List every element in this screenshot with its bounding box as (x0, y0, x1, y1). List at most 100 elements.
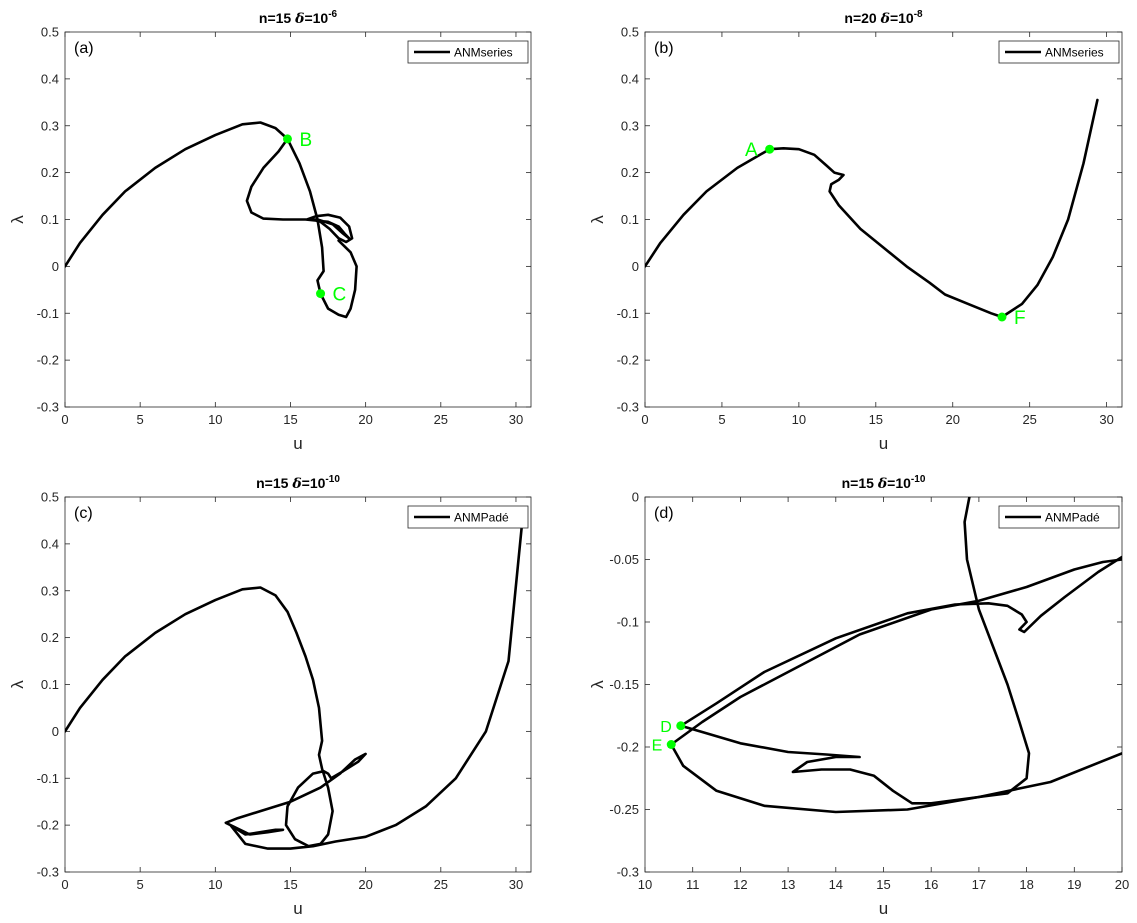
x-axis-label: u (879, 899, 888, 918)
y-tick-label: -0.2 (617, 353, 639, 368)
y-tick-label: -0.2 (37, 353, 59, 368)
x-tick-label: 10 (792, 412, 806, 427)
title-delta-exponent: -8 (914, 9, 923, 20)
x-axis-label: u (293, 899, 302, 918)
y-tick-label: 0.2 (621, 165, 639, 180)
x-tick-label: 0 (61, 877, 68, 892)
chart-title: n=20 δ=10-8 (844, 9, 923, 27)
y-tick-label: 0.5 (41, 490, 59, 505)
x-tick-label: 5 (137, 412, 144, 427)
x-tick-label: 15 (869, 412, 883, 427)
point-marker-f (997, 312, 1007, 322)
title-delta-symbol: δ (880, 11, 890, 27)
point-marker-b (282, 134, 292, 144)
series-line-1 (286, 137, 358, 319)
y-tick-label: 0.4 (41, 71, 59, 86)
point-label-f: F (1014, 308, 1026, 329)
point-marker-c (316, 289, 326, 299)
chart-title: n=15 δ=10-6 (259, 9, 338, 27)
x-tick-label: 0 (641, 412, 648, 427)
y-tick-label: 0.5 (41, 25, 59, 40)
x-tick-label: 12 (733, 877, 747, 892)
y-tick-label: -0.1 (37, 771, 59, 786)
point-label-c: C (333, 285, 347, 306)
x-tick-label: 5 (718, 412, 725, 427)
legend-label: ANMPadé (454, 511, 509, 525)
plot-area (644, 31, 1123, 408)
x-tick-label: 19 (1067, 877, 1081, 892)
x-tick-label: 18 (1019, 877, 1033, 892)
title-n: n=15 (842, 475, 875, 491)
point-marker-a (765, 144, 775, 154)
x-tick-label: 11 (686, 877, 700, 892)
x-tick-label: 0 (61, 412, 68, 427)
point-label-a: A (745, 140, 758, 161)
point-marker-d (676, 721, 686, 731)
y-tick-label: -0.15 (609, 677, 639, 692)
panel-a: 0 5 10 15 20 25 30 -0.3 -0.2 -0.1 0 0.1 0.2 0.3 0.4 0.5… (8, 9, 532, 453)
title-delta-base: =10 (304, 10, 328, 26)
y-tick-label: -0.05 (609, 552, 639, 567)
panel-tag: (b) (654, 40, 674, 57)
point-label-e: E (652, 738, 663, 755)
legend-box (407, 40, 529, 64)
y-tick-label: -0.3 (37, 400, 59, 415)
y-tick-label: 0.2 (41, 630, 59, 645)
chart-title: n=15 δ=10-10 (256, 474, 340, 492)
x-axis-label: u (879, 434, 888, 453)
title-delta-base: =10 (890, 10, 914, 26)
legend-box (998, 40, 1120, 64)
y-tick-label: 0.4 (621, 71, 639, 86)
chart-title: n=15 δ=10-10 (842, 474, 926, 492)
x-tick-label: 17 (972, 877, 986, 892)
legend-label: ANMseries (1045, 46, 1104, 60)
x-axis-label: u (293, 434, 302, 453)
x-tick-label: 25 (434, 877, 448, 892)
title-delta-exponent: -10 (325, 474, 340, 485)
panel-tag: (c) (74, 505, 93, 522)
x-tick-label: 30 (509, 877, 523, 892)
panel-b: 0 5 10 15 20 25 30 -0.3 -0.2 -0.1 0 0.1 0.2 0.3 0.4 0.5… (588, 9, 1123, 453)
y-tick-label: 0 (632, 490, 639, 505)
y-axis-label: λ (588, 680, 607, 689)
x-tick-label: 30 (1099, 412, 1113, 427)
x-tick-label: 15 (876, 877, 890, 892)
x-tick-label: 15 (283, 412, 297, 427)
y-tick-label: -0.1 (617, 615, 639, 630)
x-tick-label: 20 (358, 412, 372, 427)
x-tick-label: 25 (434, 412, 448, 427)
plot-area (64, 496, 532, 873)
y-tick-label: -0.1 (617, 306, 639, 321)
title-delta-symbol: δ (294, 11, 304, 27)
plot-area (644, 496, 1123, 873)
y-tick-label: -0.25 (609, 802, 639, 817)
series-line-0 (679, 497, 1122, 805)
y-tick-label: -0.3 (37, 865, 59, 880)
title-delta-base: =10 (302, 475, 326, 491)
title-n: n=15 (256, 475, 289, 491)
x-tick-label: 5 (137, 877, 144, 892)
title-delta-exponent: -10 (911, 474, 926, 485)
y-axis-label: λ (588, 215, 607, 224)
x-tick-label: 14 (829, 877, 843, 892)
y-tick-label: -0.2 (37, 818, 59, 833)
panel-tag: (a) (74, 40, 94, 57)
legend-box (998, 505, 1120, 529)
x-tick-label: 30 (509, 412, 523, 427)
series-line-1 (669, 558, 1122, 814)
series-line-0 (645, 98, 1099, 319)
y-tick-label: 0.2 (41, 165, 59, 180)
y-tick-label: -0.3 (617, 400, 639, 415)
y-tick-label: -0.2 (617, 740, 639, 755)
y-tick-label: 0 (52, 259, 59, 274)
y-tick-label: 0.1 (41, 677, 59, 692)
y-tick-label: 0 (632, 259, 639, 274)
y-tick-label: 0.5 (621, 25, 639, 40)
panel-tag: (d) (654, 505, 674, 522)
x-tick-label: 16 (924, 877, 938, 892)
title-delta-symbol: δ (877, 476, 887, 492)
x-tick-label: 10 (208, 412, 222, 427)
title-delta-exponent: -6 (328, 9, 337, 20)
legend-label: ANMPadé (1045, 511, 1100, 525)
y-tick-label: 0.3 (41, 583, 59, 598)
